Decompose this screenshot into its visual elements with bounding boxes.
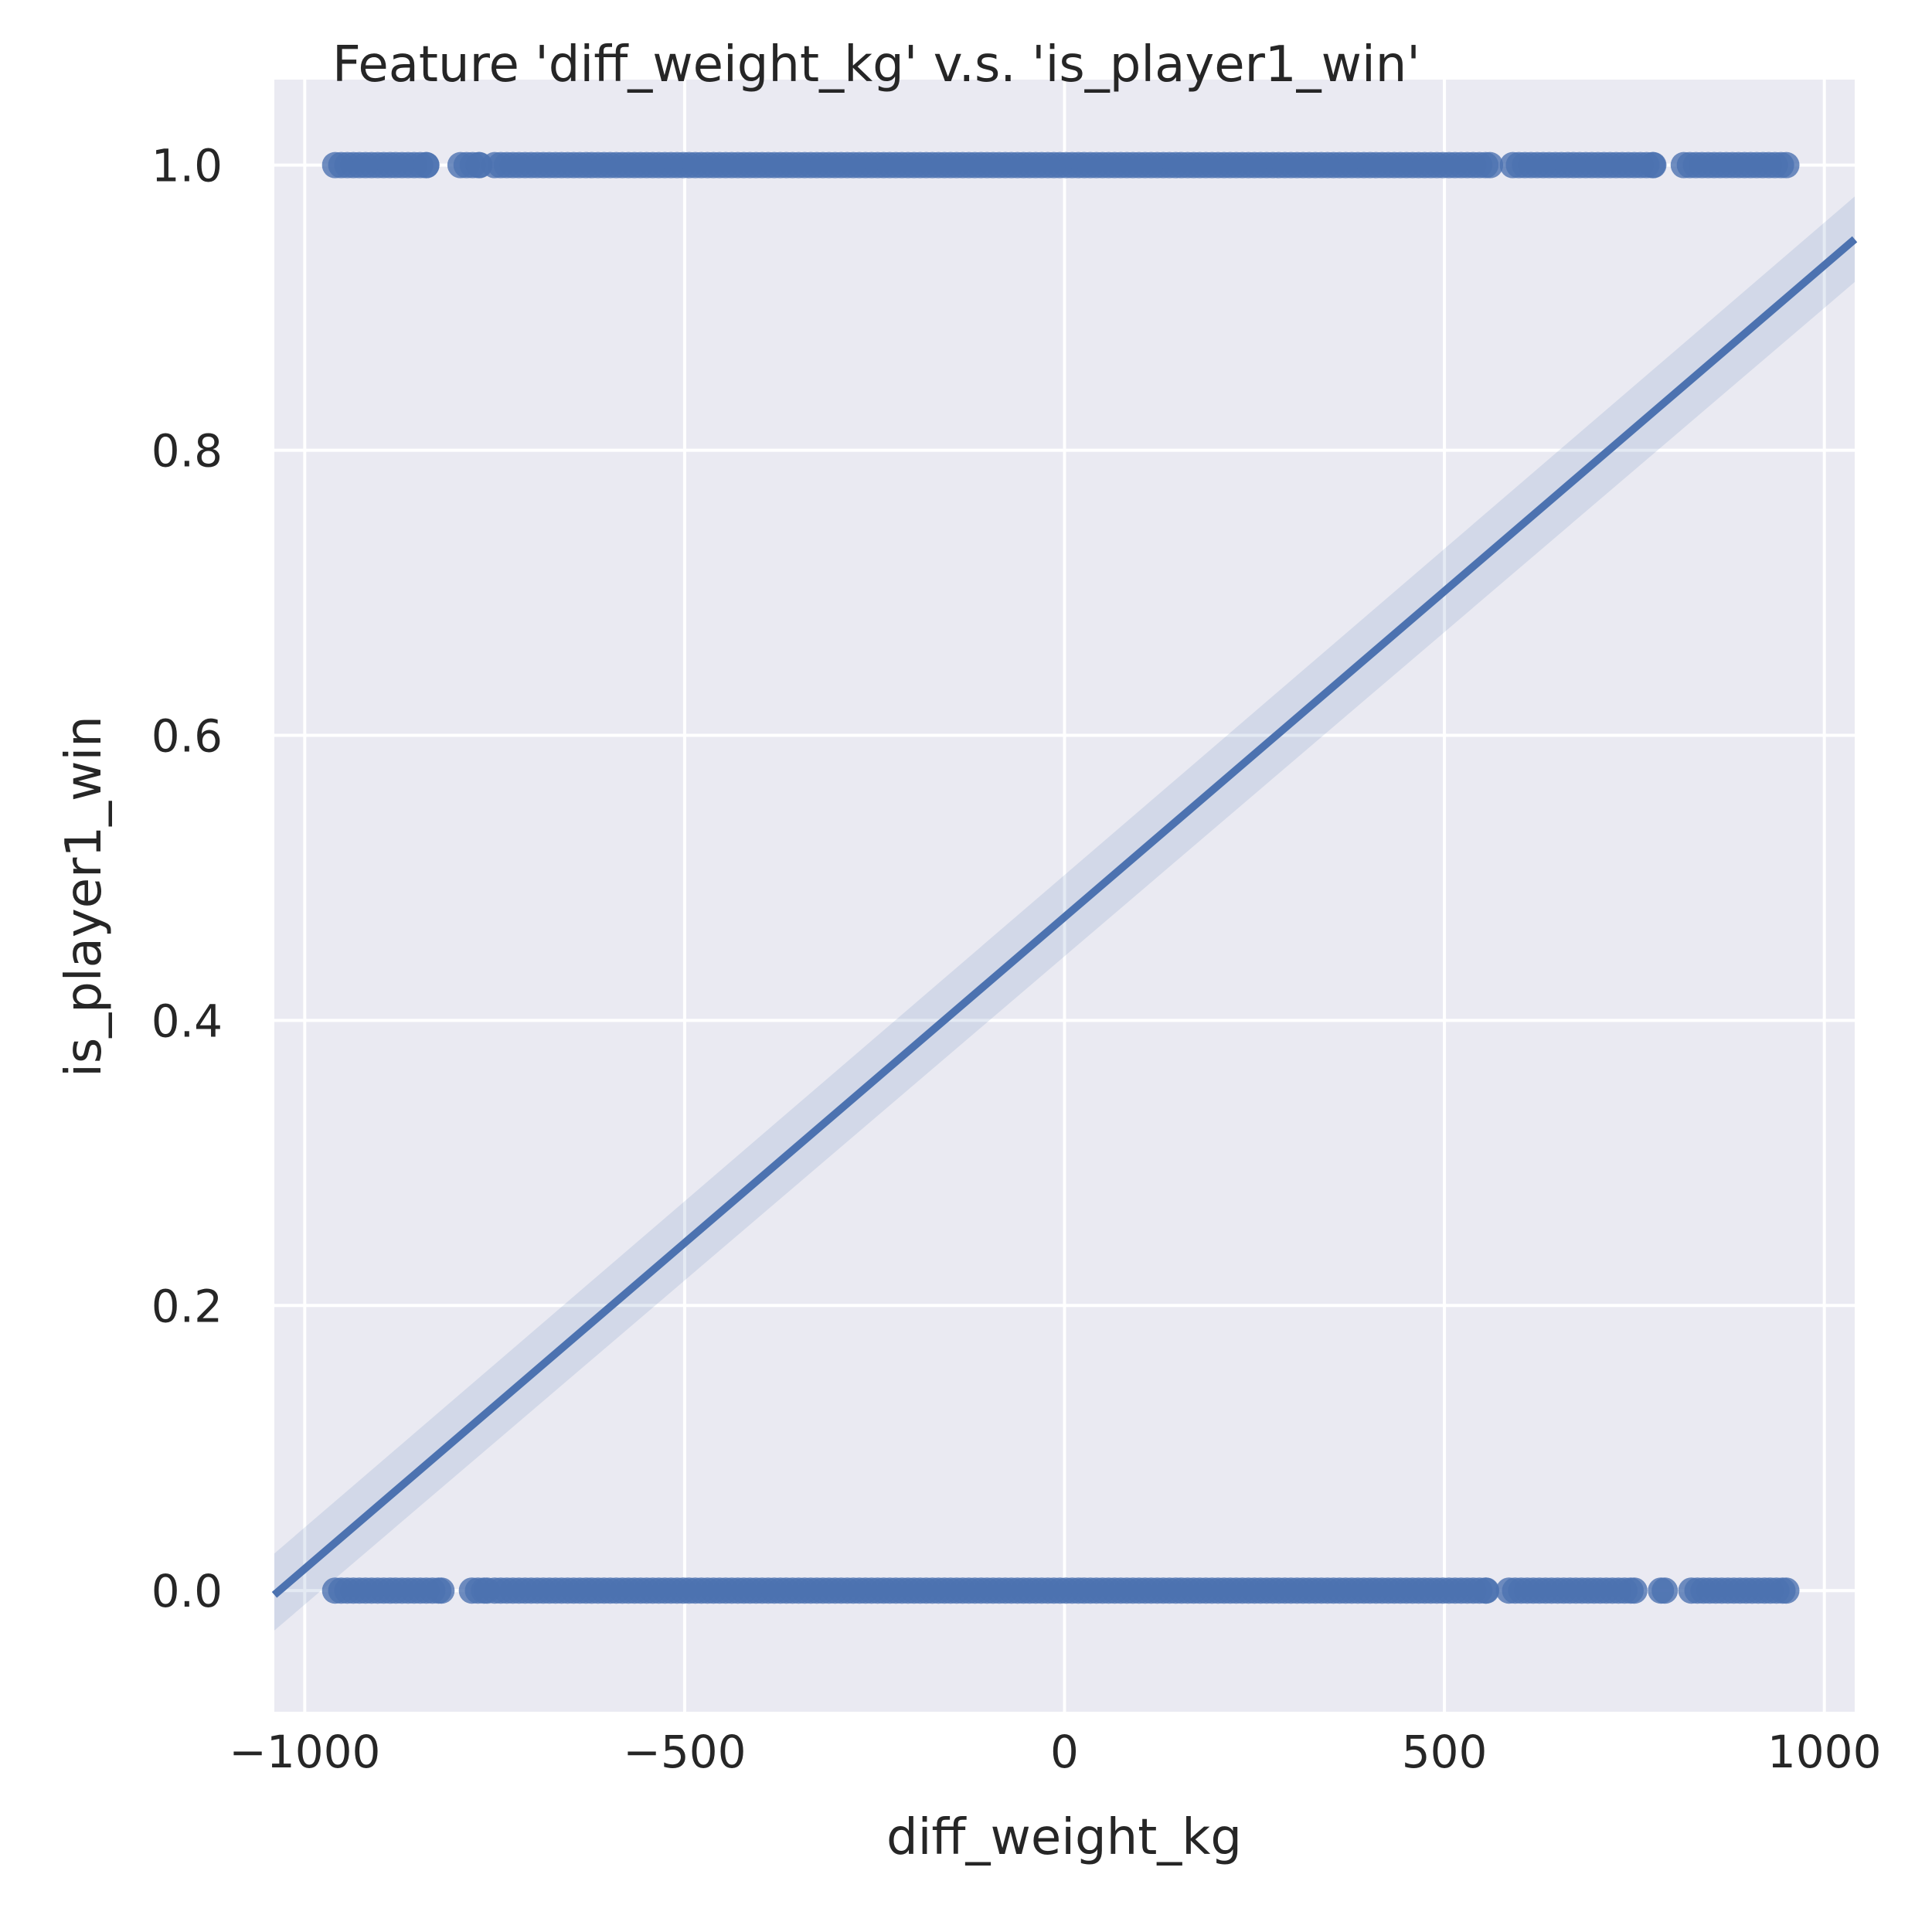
scatter-point xyxy=(1651,1577,1679,1604)
scatter-point xyxy=(1473,1577,1500,1604)
x-tick-label: −1000 xyxy=(229,1726,380,1778)
regression-line-layer xyxy=(271,236,1858,1598)
scatter-point xyxy=(1773,151,1800,179)
regression-line xyxy=(271,236,1858,1598)
x-tick-label: 500 xyxy=(1402,1726,1488,1778)
scatter-point xyxy=(413,151,440,179)
scatter-points-layer xyxy=(321,151,1800,1604)
scatter-point xyxy=(1640,151,1667,179)
scatter-point xyxy=(1477,151,1504,179)
scatter-point xyxy=(1773,1577,1800,1604)
x-axis-label: diff_weight_kg xyxy=(886,1809,1242,1866)
y-tick-label: 1.0 xyxy=(151,140,223,192)
y-tick-label: 0.2 xyxy=(151,1280,223,1332)
y-tick-label: 0.6 xyxy=(151,709,223,762)
x-tick-label: 0 xyxy=(1050,1726,1079,1778)
y-tick-label: 0.4 xyxy=(151,995,223,1047)
x-tick-label: 1000 xyxy=(1767,1726,1882,1778)
scatter-point xyxy=(1621,1577,1648,1604)
x-tick-labels: −1000 −500 0 500 1000 xyxy=(229,1726,1881,1778)
chart-title: Feature 'diff_weight_kg' v.s. 'is_player… xyxy=(332,36,1420,94)
y-axis-label: is_player1_win xyxy=(56,716,113,1077)
y-tick-label: 0.0 xyxy=(151,1565,223,1617)
y-tick-labels: 0.0 0.2 0.4 0.6 0.8 1.0 xyxy=(151,140,223,1618)
y-tick-label: 0.8 xyxy=(151,425,223,478)
x-tick-label: −500 xyxy=(623,1726,746,1778)
x-gridlines xyxy=(303,80,1826,1712)
scatter-point xyxy=(428,1577,455,1604)
